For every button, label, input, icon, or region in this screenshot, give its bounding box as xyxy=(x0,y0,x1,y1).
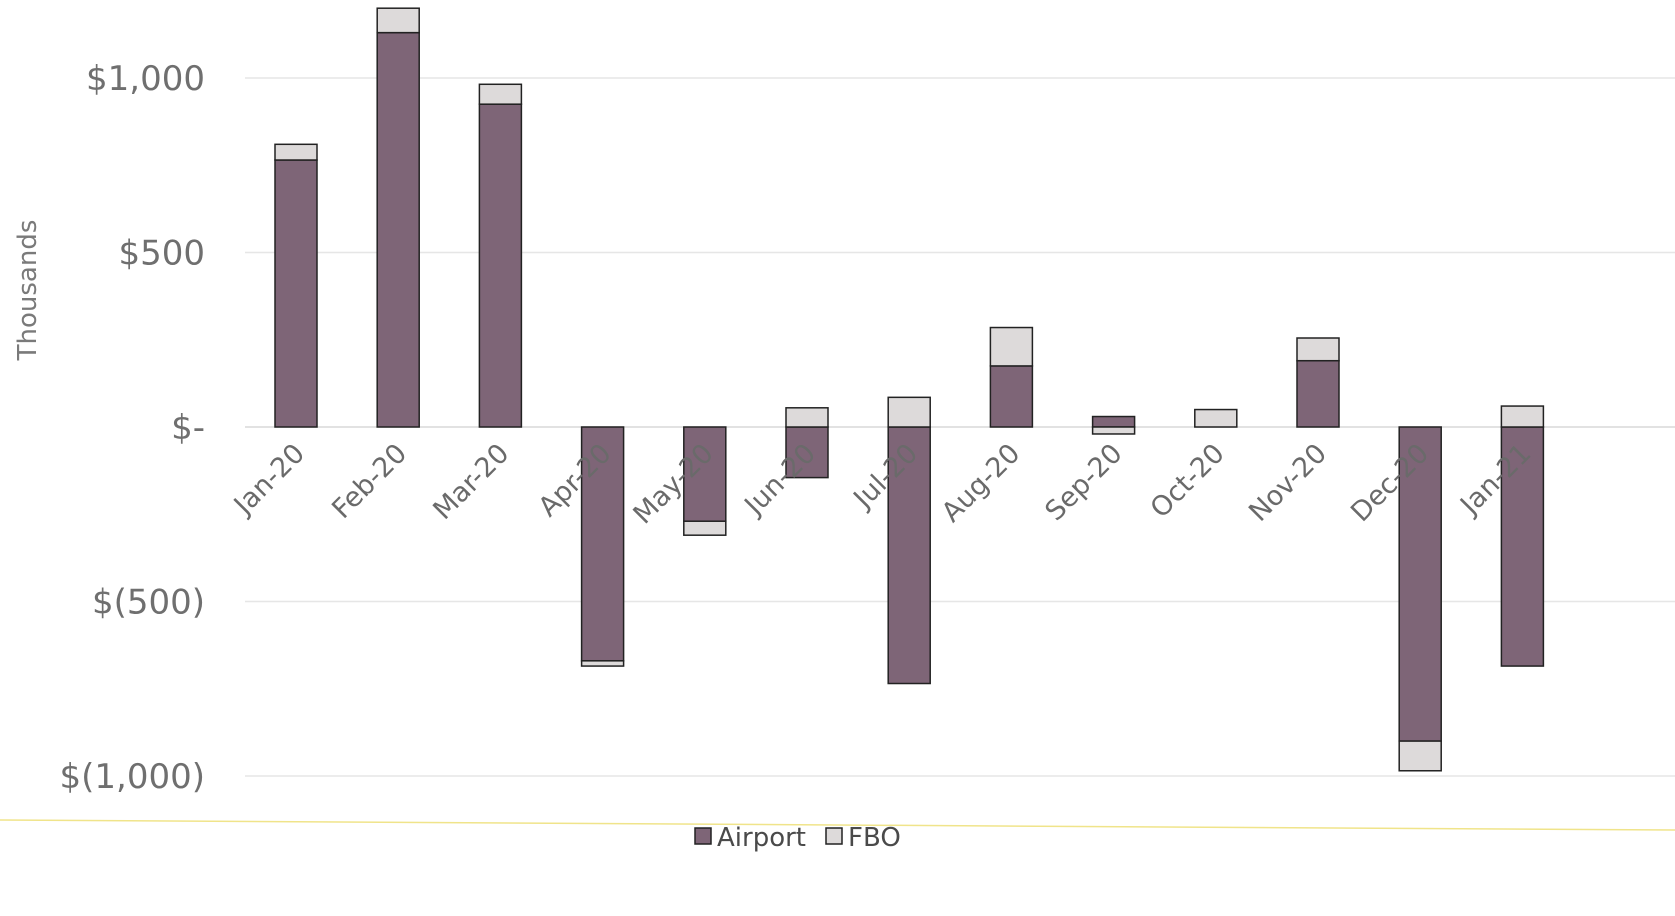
bar-fbo xyxy=(1500,405,1545,428)
x-tick-label: Jan-20 xyxy=(227,438,311,522)
bar-fbo xyxy=(1296,337,1340,362)
x-tick-label: Oct-20 xyxy=(1145,438,1231,524)
bar-airport xyxy=(478,103,523,428)
bar-airport xyxy=(989,365,1034,428)
legend-swatch xyxy=(825,827,843,845)
legend-divider-line xyxy=(0,819,1675,831)
gridlines xyxy=(245,77,1675,777)
x-tick-label: Nov-20 xyxy=(1243,438,1333,528)
bar-airport xyxy=(1398,426,1442,742)
y-tick-label: $(1,000) xyxy=(60,757,206,797)
bar-fbo xyxy=(478,83,523,105)
bar-fbo xyxy=(1091,426,1136,435)
bar-fbo xyxy=(989,326,1034,367)
x-tick-label: Feb-20 xyxy=(326,438,413,525)
legend-label: Airport xyxy=(717,823,806,853)
bar-fbo xyxy=(376,7,420,34)
bar-fbo xyxy=(683,520,727,536)
y-axis: $1,000 $500 $- $(500) $(1,000) xyxy=(60,59,206,797)
x-tick-label: Sep-20 xyxy=(1039,438,1128,527)
legend-label: FBO xyxy=(848,823,901,853)
y-axis-title: Thousands xyxy=(13,220,43,362)
x-tick-label: Jun-20 xyxy=(738,438,822,522)
y-tick-label: $1,000 xyxy=(86,59,205,99)
bar-airport xyxy=(1091,415,1136,428)
bar-airport xyxy=(376,31,420,428)
bar-fbo xyxy=(580,660,625,667)
legend: Airport FBO xyxy=(694,823,901,853)
bar-fbo xyxy=(274,143,318,161)
bar-fbo xyxy=(1194,408,1238,428)
y-tick-label: $(500) xyxy=(92,583,205,623)
bar-airport xyxy=(274,159,318,428)
y-tick-label: $- xyxy=(171,408,205,448)
bar-fbo xyxy=(785,407,829,428)
bar-fbo xyxy=(887,396,931,428)
legend-swatch xyxy=(694,827,712,845)
x-tick-label: Mar-20 xyxy=(427,438,515,526)
y-tick-label: $500 xyxy=(118,234,205,274)
x-axis: Jan-20 Feb-20 Mar-20 Apr-20 May-20 Jun-20 Jul-… xyxy=(227,438,1537,530)
bar-airport xyxy=(580,426,625,662)
x-tick-label: Aug-20 xyxy=(936,438,1026,528)
bars xyxy=(274,7,1545,772)
bar-airport xyxy=(1296,359,1340,428)
bar-fbo xyxy=(1398,740,1442,772)
